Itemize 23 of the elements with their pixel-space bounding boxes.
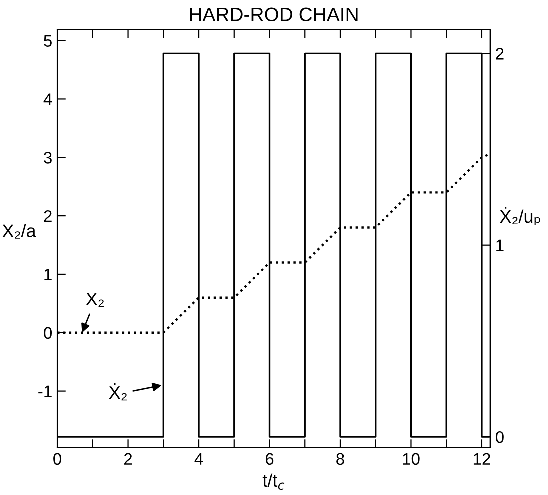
x-tick-label: 4: [194, 453, 204, 465]
y-tick-label: 3: [44, 152, 52, 164]
x-tick-label: 10: [403, 453, 420, 466]
x-tick-label: 0: [54, 453, 62, 466]
y2-axis-title: Ẋ₂/uₚ: [500, 207, 540, 226]
y-tick-label: -1: [38, 386, 52, 398]
y2-tick-label: 1: [496, 240, 504, 252]
y2-tick-label: 0: [496, 431, 504, 444]
chart-title: HARD-ROD CHAIN: [190, 8, 358, 22]
y-tick-label: 4: [44, 94, 52, 106]
x-tick-label: 8: [336, 453, 344, 466]
x-tick-label: 2: [124, 453, 132, 465]
x-axis-title: t/t$_{c}$: [262, 474, 285, 490]
y-tick-label: 5: [44, 35, 52, 48]
x-tick-label: 6: [266, 453, 274, 466]
annotation: X₂: [86, 293, 104, 307]
y-tick-label: 0: [44, 327, 52, 340]
y2-tick-label: 2: [496, 48, 504, 60]
x-tick-label: 12: [474, 453, 490, 465]
y-tick-label: 2: [44, 210, 52, 222]
y-axis-title: X₂/a: [2, 224, 36, 239]
y-tick-label: 1: [44, 269, 52, 281]
annotation: Ẋ₂: [109, 383, 127, 401]
